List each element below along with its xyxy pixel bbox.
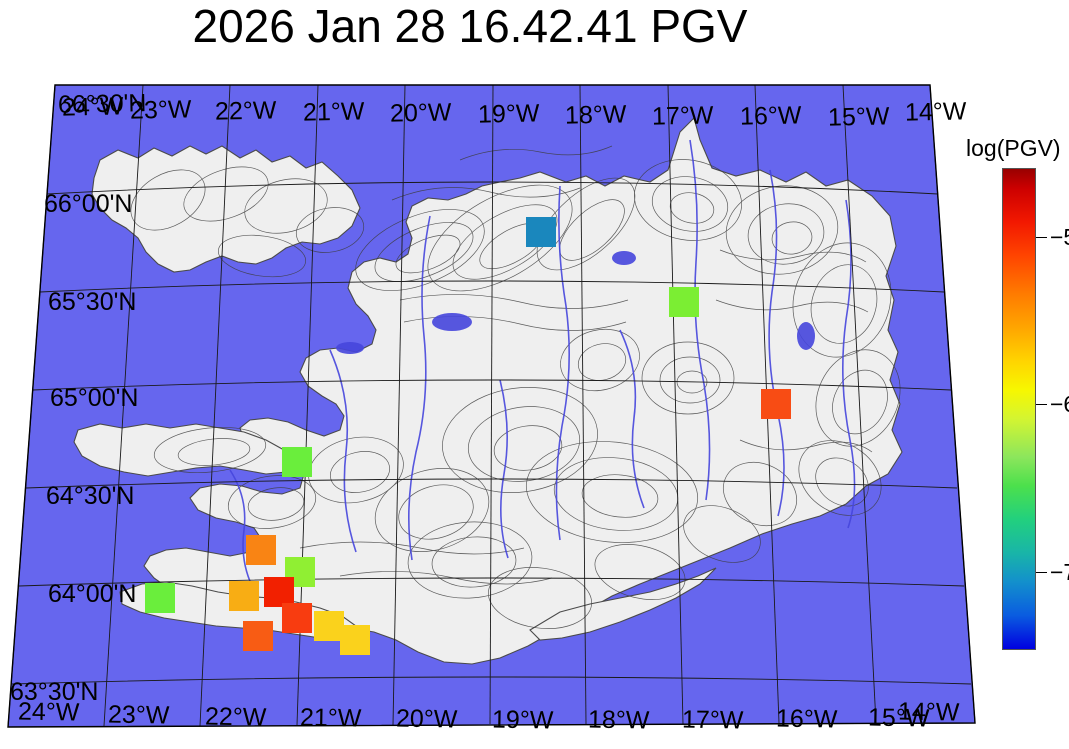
station-marker bbox=[314, 611, 344, 641]
lon-label-top-2: 22°W bbox=[214, 96, 277, 126]
colorbar-gradient bbox=[1002, 168, 1036, 650]
lon-label-bottom-5: 19°W bbox=[491, 705, 554, 735]
map-frame bbox=[7, 84, 976, 728]
lat-label-5: 64°00'N bbox=[48, 580, 137, 608]
lon-label-top-6: 18°W bbox=[564, 100, 627, 130]
station-marker bbox=[282, 447, 312, 477]
station-marker bbox=[264, 577, 294, 607]
station-marker bbox=[282, 603, 312, 633]
lon-label-bottom-6: 18°W bbox=[587, 705, 650, 735]
lon-label-top-3: 21°W bbox=[302, 97, 365, 127]
station-marker bbox=[243, 621, 273, 651]
station-marker bbox=[340, 625, 370, 655]
colorbar-tick-mark bbox=[1036, 404, 1047, 405]
colorbar-tick-label: −7 bbox=[1050, 559, 1069, 585]
lon-label-bottom-1: 23°W bbox=[107, 700, 170, 730]
lon-label-bottom-4: 20°W bbox=[395, 704, 458, 734]
lon-label-bottom-8: 16°W bbox=[775, 704, 838, 734]
colorbar-tick-label: −6 bbox=[1050, 391, 1069, 417]
rivers-and-lakes bbox=[229, 139, 856, 587]
lon-label-bottom-2: 22°W bbox=[204, 702, 267, 732]
lon-label-top-0: 24°W bbox=[61, 92, 124, 122]
lon-label-top-10: 14°W bbox=[904, 97, 967, 127]
station-marker bbox=[526, 217, 556, 247]
lat-label-3: 65°00'N bbox=[50, 384, 139, 412]
colorbar-title: log(PGV) bbox=[966, 135, 1061, 161]
station-marker bbox=[669, 287, 699, 317]
colorbar-tick-mark bbox=[1036, 572, 1047, 573]
lon-label-top-8: 16°W bbox=[739, 101, 802, 131]
lon-label-top-7: 17°W bbox=[651, 101, 714, 131]
graticule-parallels bbox=[11, 181, 972, 685]
station-marker bbox=[761, 389, 791, 419]
lon-label-bottom-7: 17°W bbox=[681, 705, 744, 735]
lon-label-bottom-10: 14°W bbox=[897, 697, 960, 727]
station-marker bbox=[229, 581, 259, 611]
colorbar-tick-label: −5 bbox=[1050, 224, 1069, 250]
page-title: 2026 Jan 28 16.42.41 PGV bbox=[192, 0, 748, 52]
colorbar-tick-mark bbox=[1036, 237, 1047, 238]
lat-label-2: 65°30'N bbox=[48, 288, 137, 316]
lon-label-top-5: 19°W bbox=[477, 99, 540, 129]
station-marker bbox=[246, 535, 276, 565]
lon-label-top-9: 15°W bbox=[827, 102, 890, 132]
topographic-contours bbox=[130, 145, 901, 629]
lat-label-4: 64°30'N bbox=[46, 482, 135, 510]
lon-label-top-4: 20°W bbox=[389, 98, 452, 128]
lat-label-1: 66°00'N bbox=[44, 190, 133, 218]
station-markers bbox=[145, 217, 791, 655]
lon-label-bottom-3: 21°W bbox=[299, 703, 362, 733]
station-marker bbox=[145, 583, 175, 613]
colorbar: −5 −6 −7 bbox=[1002, 168, 1069, 650]
lat-label-6: 63°30'N bbox=[10, 678, 99, 706]
